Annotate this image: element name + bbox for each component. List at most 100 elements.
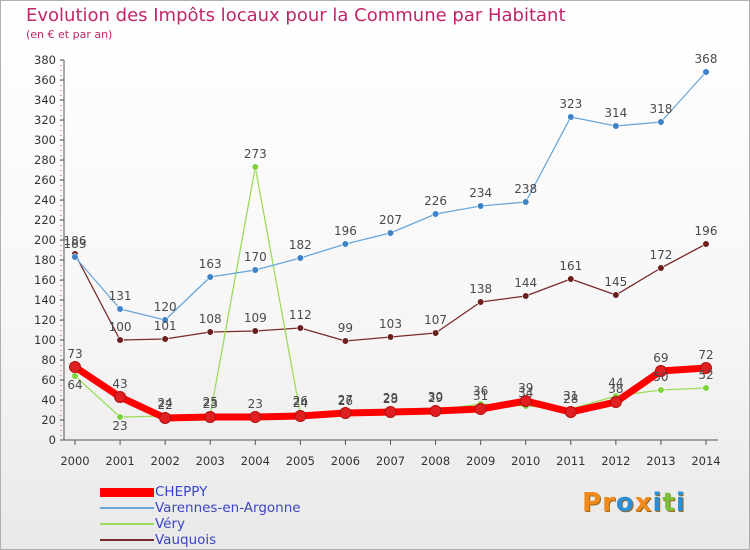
data-label-cheppy: 23 (248, 397, 263, 411)
data-label-cheppy: 28 (563, 392, 578, 406)
y-tick-label: 320 (34, 113, 56, 127)
data-label-very: 36 (473, 384, 488, 398)
data-point-varennes-en-argonne (522, 198, 530, 206)
data-label-very: 30 (428, 390, 443, 404)
data-point-vauquois (477, 298, 485, 306)
data-label-very: 44 (608, 376, 623, 390)
data-point-vauquois (116, 336, 124, 344)
logo-letter: r (602, 488, 616, 518)
data-point-very (251, 163, 259, 171)
data-point-varennes-en-argonne (612, 122, 620, 130)
y-tick-label: 240 (34, 193, 56, 207)
data-label-vauquois: 196 (695, 224, 718, 238)
data-label-very: 26 (338, 394, 353, 408)
x-tick-label: 2014 (691, 454, 720, 468)
y-tick-label: 100 (34, 333, 56, 347)
data-point-vauquois (612, 291, 620, 299)
legend-item-very: Véry (100, 516, 360, 532)
data-label-vauquois: 186 (64, 234, 87, 248)
data-label-very: 34 (518, 386, 533, 400)
data-point-varennes-en-argonne (161, 316, 169, 324)
x-tick-label: 2006 (331, 454, 360, 468)
data-point-vauquois (296, 324, 304, 332)
data-label-very: 23 (112, 419, 127, 433)
logo-letter: i (675, 488, 686, 518)
data-label-cheppy: 22 (158, 398, 173, 412)
data-point-cheppy (429, 405, 442, 417)
data-point-very (116, 413, 124, 421)
y-tick-label: 200 (34, 233, 56, 247)
data-label-vauquois: 161 (559, 259, 582, 273)
data-label-cheppy: 43 (112, 377, 127, 391)
data-label-vauquois: 138 (469, 282, 492, 296)
data-label-varennes-en-argonne: 368 (695, 52, 718, 66)
axes: 0 20 40 60 80 100 120 140 160 180 200 220 240 260 280 3… (34, 53, 721, 468)
data-point-varennes-en-argonne (431, 210, 440, 218)
legend-item-vauquois: Vauquois (100, 532, 360, 548)
y-tick-label: 120 (34, 313, 56, 327)
data-label-varennes-en-argonne: 183 (64, 237, 87, 251)
data-point-cheppy (609, 396, 622, 408)
data-label-cheppy: 31 (473, 389, 488, 403)
y-tick-label: 340 (34, 93, 56, 107)
x-tick-label: 2001 (105, 454, 134, 468)
y-tick-label: 0 (49, 433, 56, 447)
data-point-cheppy (294, 410, 307, 422)
chart-title: Evolution des Impôts locaux pour la Comm… (26, 5, 566, 26)
data-point-vauquois (251, 327, 259, 335)
y-tick-label: 360 (34, 73, 56, 87)
series-cheppy (69, 361, 712, 424)
legend-label: Varennes-en-Argonne (155, 500, 301, 516)
x-tick-label: 2000 (60, 454, 89, 468)
legend-label: Véry (155, 516, 186, 532)
x-tick-label: 2002 (151, 454, 180, 468)
data-label-very: 52 (698, 368, 713, 382)
data-point-varennes-en-argonne (386, 229, 395, 237)
data-label-cheppy: 39 (518, 381, 533, 395)
data-label-varennes-en-argonne: 226 (424, 194, 447, 208)
data-point-varennes-en-argonne (296, 254, 304, 262)
data-label-vauquois: 100 (109, 320, 132, 334)
data-point-varennes-en-argonne (206, 273, 214, 281)
data-label-very: 24 (158, 396, 173, 410)
logo-letter: x (634, 488, 653, 518)
x-tick-label: 2009 (466, 454, 495, 468)
data-point-vauquois (657, 264, 665, 272)
y-tick-label: 380 (34, 53, 56, 67)
data-point-cheppy (159, 412, 172, 424)
logo-letter: P (582, 488, 603, 518)
data-label-very: 25 (203, 395, 218, 409)
data-label-vauquois: 99 (338, 321, 353, 335)
data-point-varennes-en-argonne (477, 202, 485, 210)
x-tick-label: 2013 (646, 454, 675, 468)
data-label-cheppy: 27 (338, 393, 353, 407)
y-tick-label: 60 (41, 373, 56, 387)
data-point-vauquois (386, 333, 395, 341)
data-label-varennes-en-argonne: 182 (289, 238, 312, 252)
data-label-vauquois: 109 (244, 311, 267, 325)
data-label-vauquois: 144 (514, 276, 537, 290)
y-tick-label: 220 (34, 213, 56, 227)
data-label-varennes-en-argonne: 318 (649, 102, 672, 116)
data-label-cheppy: 72 (698, 348, 713, 362)
data-label-very: 31 (563, 389, 578, 403)
x-tick-label: 2003 (196, 454, 225, 468)
data-label-vauquois: 107 (424, 313, 447, 327)
data-label-varennes-en-argonne: 314 (604, 106, 627, 120)
x-tick-label: 2010 (511, 454, 540, 468)
data-point-cheppy (700, 362, 712, 374)
legend-label: Vauquois (155, 532, 217, 548)
data-label-very: 64 (67, 378, 82, 392)
data-point-varennes-en-argonne (567, 113, 575, 121)
data-label-very: 26 (293, 394, 308, 408)
y-tick-label: 280 (34, 153, 56, 167)
y-tick-label: 140 (34, 293, 56, 307)
y-tick-label: 180 (34, 253, 56, 267)
data-point-cheppy (519, 395, 532, 407)
y-tick-label: 80 (41, 353, 56, 367)
series-lines (69, 68, 712, 424)
data-label-varennes-en-argonne: 207 (379, 213, 402, 227)
data-label-vauquois: 172 (649, 248, 672, 262)
